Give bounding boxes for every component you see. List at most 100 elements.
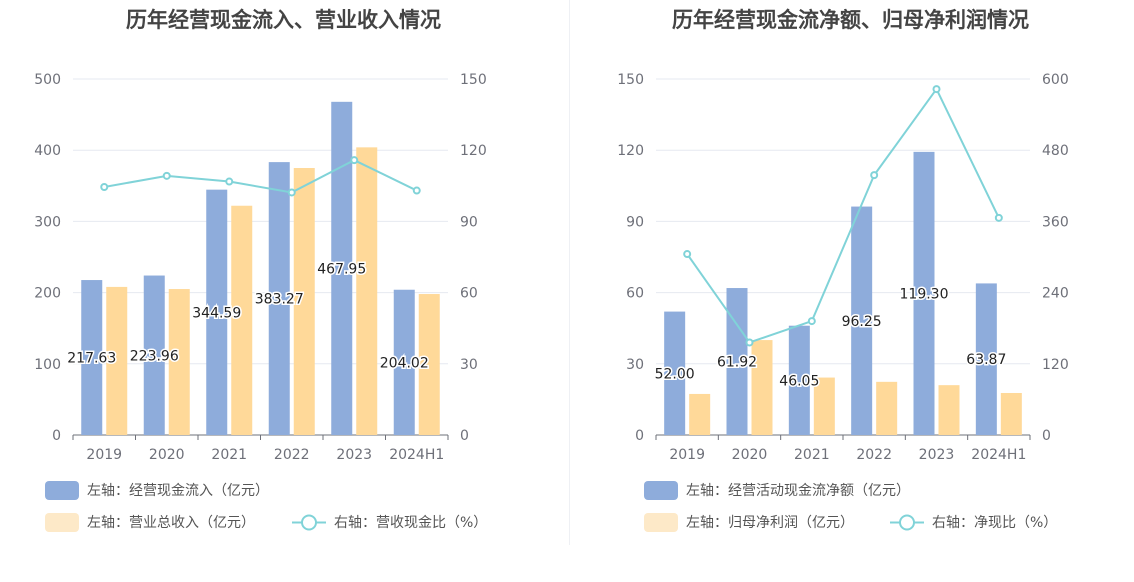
bar-data-label: 383.27 [255, 292, 304, 308]
y-right-tick-label: 0 [1042, 428, 1051, 444]
x-tick-label: 2022 [856, 447, 892, 463]
chart-panel-net-cash: 历年经营现金流净额、归母净利润情况 0 0 30 120 60 240 90 360 120 48… [567, 0, 1134, 582]
y-left-tick-label: 500 [34, 72, 61, 88]
y-left-tick-label: 100 [34, 357, 61, 373]
legend-label: 左轴：经营活动现金流净额（亿元） [686, 483, 910, 499]
y-left-tick-label: 30 [626, 357, 644, 373]
x-tick-label: 2023 [336, 447, 372, 463]
y-left-tick-label: 60 [626, 286, 644, 302]
bar-series-1 [664, 311, 686, 435]
bar-series-1 [331, 101, 353, 435]
line-point [350, 156, 359, 165]
bar-data-label: 52.00 [655, 366, 695, 382]
line-point [412, 186, 421, 195]
x-tick-label: 2022 [274, 447, 310, 463]
line-series [104, 159, 418, 194]
legend-label: 左轴：经营现金流入（亿元） [87, 483, 269, 499]
y-right-tick-label: 90 [460, 214, 478, 230]
bar-series-2 [231, 205, 253, 435]
y-right-tick-label: 60 [460, 286, 478, 302]
bar-series-2 [876, 381, 898, 435]
y-right-tick-label: 0 [460, 428, 469, 444]
x-tick-label: 2021 [794, 447, 830, 463]
line-point [994, 213, 1003, 222]
panel-divider [569, 0, 570, 545]
y-left-tick-label: 0 [52, 428, 61, 444]
bar-series-2 [356, 147, 378, 436]
line-series [686, 87, 1000, 344]
y-left-tick-label: 0 [635, 428, 644, 444]
y-left-tick-label: 150 [617, 72, 644, 88]
chart-title: 历年经营现金流入、营业收入情况 [126, 8, 441, 32]
bar-series-1 [206, 189, 228, 435]
line-point [745, 338, 754, 347]
line-point [225, 177, 234, 186]
legend-item-cash-ratio[interactable]: 右轴：营收现金比（%） [292, 512, 487, 532]
y-left-tick-label: 300 [34, 214, 61, 230]
bar-series-2 [813, 377, 835, 435]
y-right-tick-label: 30 [460, 357, 478, 373]
bar-series-1 [726, 288, 748, 435]
line-point [100, 182, 109, 191]
line-point [932, 85, 941, 94]
y-left-tick-label: 90 [626, 214, 644, 230]
legend-item-net-cash[interactable]: 左轴：经营活动现金流净额（亿元） [644, 480, 910, 500]
x-tick-label: 2020 [149, 447, 185, 463]
bar-data-label: 467.95 [317, 261, 366, 277]
line-point [870, 171, 879, 180]
line-point [287, 188, 296, 197]
line-point [683, 250, 692, 259]
bar-data-label: 63.87 [966, 352, 1006, 368]
x-tick-label: 2019 [86, 447, 122, 463]
bar-series-2 [106, 286, 128, 435]
bar-data-label: 46.05 [779, 373, 819, 389]
bar-data-label: 96.25 [842, 314, 882, 330]
legend-item-cash-inflow[interactable]: 左轴：经营现金流入（亿元） [45, 480, 269, 500]
x-tick-label: 2023 [919, 447, 955, 463]
bar-data-label: 223.96 [130, 348, 179, 364]
bar-series-2 [938, 385, 960, 435]
bar-series-1 [975, 283, 997, 435]
x-tick-label: 2019 [669, 447, 705, 463]
x-tick-label: 2021 [211, 447, 247, 463]
chart-title: 历年经营现金流净额、归母净利润情况 [672, 8, 1029, 32]
line-point [162, 171, 171, 180]
legend-swatch-revenue [45, 512, 79, 532]
legend-label: 左轴：归母净利润（亿元） [686, 515, 854, 531]
y-right-tick-label: 150 [460, 72, 487, 88]
bar-series-1 [268, 162, 290, 435]
y-left-tick-label: 400 [34, 143, 61, 159]
bar-series-2 [418, 294, 440, 435]
y-right-tick-label: 120 [1042, 357, 1069, 373]
bar-series-2 [1000, 392, 1022, 435]
chart-panel-cash-inflow: 历年经营现金流入、营业收入情况 0 0 100 30 200 60 300 90 400 120 5… [34, 8, 487, 532]
legend-line-marker-icon [890, 514, 924, 530]
bar-series-1 [788, 325, 810, 435]
y-left-tick-label: 120 [617, 143, 644, 159]
bar-data-label: 204.02 [380, 355, 429, 371]
bar-series-1 [143, 275, 165, 435]
y-right-tick-label: 360 [1042, 214, 1069, 230]
legend-item-revenue[interactable]: 左轴：营业总收入（亿元） [45, 512, 255, 532]
legend-line-marker-icon [292, 514, 326, 530]
bar-data-label: 119.30 [900, 286, 949, 302]
bar-series-1 [81, 280, 103, 435]
legend-swatch-net-profit [644, 512, 678, 532]
y-right-tick-label: 240 [1042, 286, 1069, 302]
line-point [807, 317, 816, 326]
y-right-tick-label: 600 [1042, 72, 1069, 88]
legend-item-net-profit[interactable]: 左轴：归母净利润（亿元） [644, 512, 854, 532]
bar-series-1 [851, 206, 873, 435]
legend-swatch-cash-inflow [45, 480, 79, 500]
bar-series-2 [751, 340, 773, 435]
x-tick-label: 2020 [732, 447, 768, 463]
legend-item-net-cash-ratio[interactable]: 右轴：净现比（%） [890, 512, 1057, 532]
bar-data-label: 61.92 [717, 355, 757, 371]
bar-series-2 [689, 393, 711, 435]
legend-label: 右轴：净现比（%） [932, 515, 1058, 531]
y-left-tick-label: 200 [34, 286, 61, 302]
bar-series-2 [168, 289, 190, 435]
y-right-tick-label: 120 [460, 143, 487, 159]
legend-label: 右轴：营收现金比（%） [334, 515, 488, 531]
bar-series-1 [913, 151, 935, 435]
